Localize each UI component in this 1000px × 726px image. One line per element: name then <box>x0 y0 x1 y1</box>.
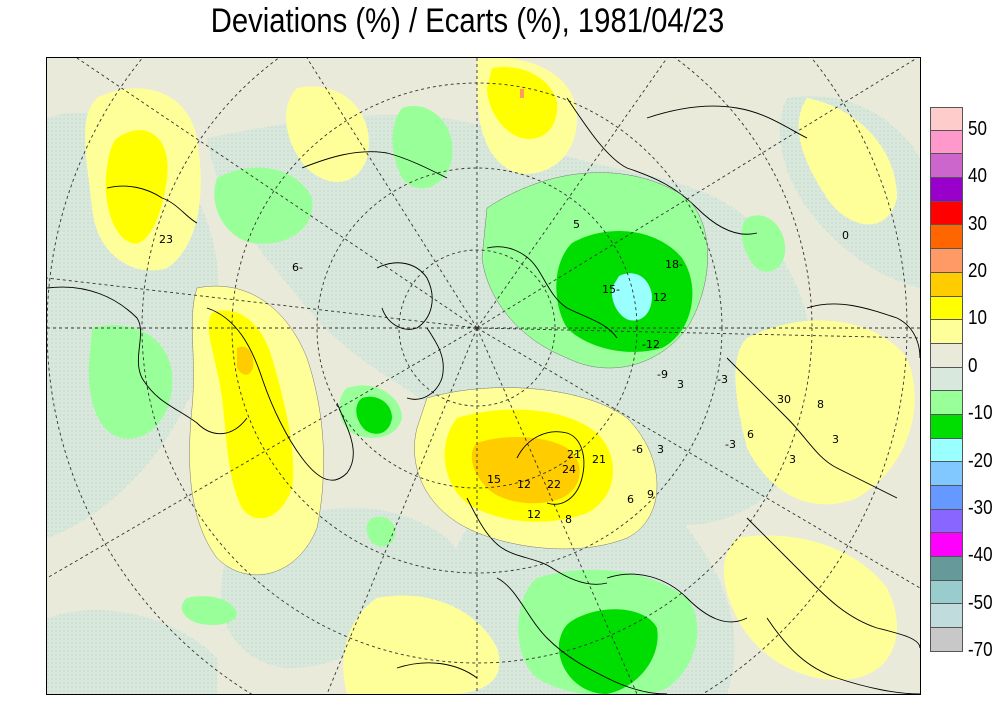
legend-swatch <box>930 201 963 226</box>
contour-label: 5 <box>573 218 580 231</box>
contour-label: 6 <box>627 493 634 506</box>
legend-tick-label: 40 <box>968 165 987 188</box>
contour-label: -6 <box>632 443 643 456</box>
contour-label: 21 <box>592 453 606 466</box>
contour-label: 8 <box>565 513 572 526</box>
contour-label: 9 <box>647 488 654 501</box>
contour-label: 18- <box>665 258 683 271</box>
contour-label: -3 <box>725 438 736 451</box>
legend-swatch <box>930 249 963 273</box>
legend-tick-label: 30 <box>968 212 987 235</box>
graticule <box>47 58 920 694</box>
legend-swatch <box>930 343 963 368</box>
contour-label: -3 <box>717 373 728 386</box>
legend-swatch <box>930 107 963 131</box>
legend-swatch <box>930 391 963 415</box>
page-title: Deviations (%) / Ecarts (%), 1981/04/23 <box>210 2 725 40</box>
contour-label: 12 <box>653 291 667 304</box>
contour-label: 3 <box>832 433 839 446</box>
contour-label: 23 <box>159 233 173 246</box>
legend-tick-label: -70 <box>968 639 993 662</box>
contour-label: 15- <box>602 283 620 296</box>
legend-swatch <box>930 628 963 652</box>
legend-swatch <box>930 486 963 510</box>
contour-label: 6 <box>747 428 754 441</box>
legend-tick-label: -50 <box>968 591 993 614</box>
legend-tick-label: 10 <box>968 307 987 330</box>
legend-swatch <box>930 320 963 344</box>
anomaly-map: 23 6- 5 18- 15- 12 -3 0 3 -6 -9 -12 21 2… <box>46 57 921 695</box>
legend-swatch <box>930 509 963 534</box>
contour-lines <box>189 172 708 576</box>
contour-label: 21 <box>567 448 581 461</box>
contour-label: 12 <box>527 508 541 521</box>
contour-label: 8 <box>817 398 824 411</box>
legend-tick-label: -20 <box>968 449 993 472</box>
contour-label: 22 <box>547 478 561 491</box>
legend-tick-label: -30 <box>968 496 993 519</box>
legend-swatch <box>930 225 963 250</box>
color-legend <box>930 107 964 652</box>
legend-swatch <box>930 154 963 179</box>
legend-swatch <box>930 367 963 392</box>
contour-label: -9 <box>657 368 668 381</box>
contour-label: 3 <box>789 453 796 466</box>
legend-tick-label: -40 <box>968 544 993 567</box>
contour-label: -12 <box>642 338 660 351</box>
legend-swatch <box>930 414 963 439</box>
legend-swatch <box>930 604 963 629</box>
contour-label: 6- <box>292 261 303 274</box>
legend-tick-label: -10 <box>968 402 993 425</box>
contour-label: 3 <box>677 378 684 391</box>
legend-swatch <box>930 178 963 202</box>
legend-swatch <box>930 580 963 605</box>
legend-swatch <box>930 462 963 486</box>
coastlines <box>47 97 920 694</box>
contour-label: 0 <box>842 229 849 242</box>
contour-label: 30 <box>777 393 791 406</box>
negative-extreme-region <box>611 273 652 321</box>
legend-swatch <box>930 130 963 155</box>
max-marker <box>520 89 524 98</box>
contour-label: 3 <box>657 443 664 456</box>
contour-label: 15 <box>487 473 501 486</box>
contour-label-group: 23 6- 5 18- 15- 12 -3 0 3 -6 -9 -12 21 2… <box>159 218 849 526</box>
legend-tick-label: 0 <box>968 354 978 377</box>
legend-tick-label: 20 <box>968 259 987 282</box>
legend-swatch <box>930 272 963 297</box>
legend-tick-label: 50 <box>968 117 987 140</box>
negative-strong-regions <box>356 231 693 694</box>
legend-swatch <box>930 438 963 463</box>
legend-swatch <box>930 557 963 581</box>
legend-swatch <box>930 533 963 558</box>
contour-label: 12 <box>517 478 531 491</box>
contour-label: 24 <box>562 463 576 476</box>
legend-swatch <box>930 296 963 321</box>
